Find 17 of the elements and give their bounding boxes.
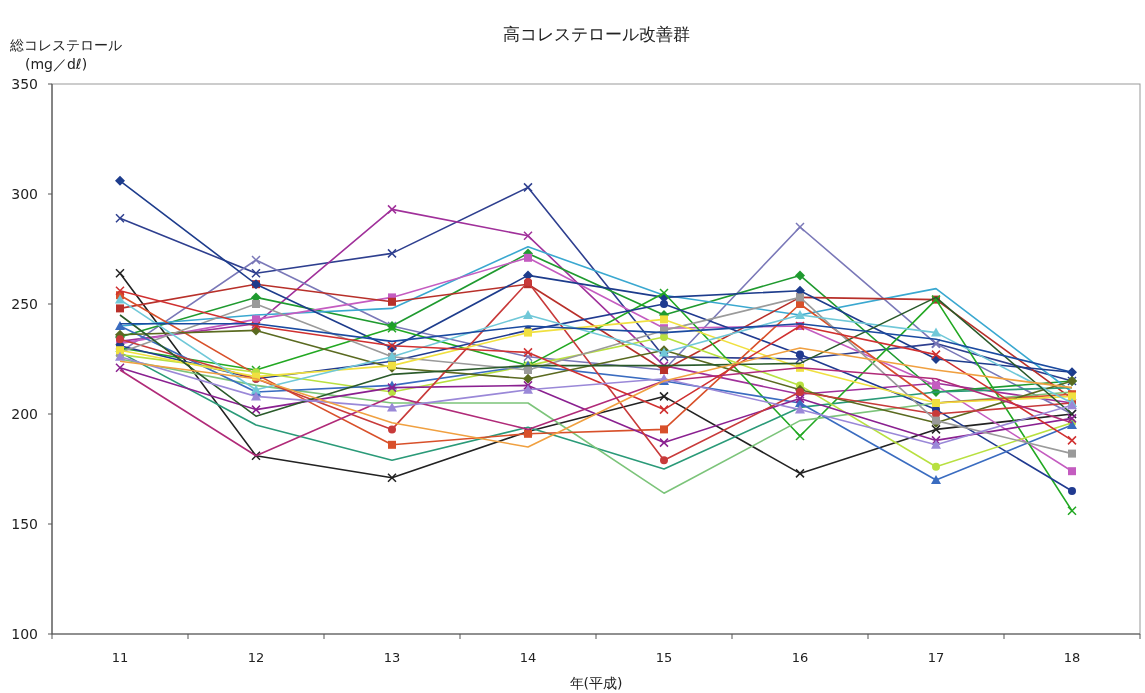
y-tick-label: 250 <box>11 296 38 312</box>
x-tick-label: 16 <box>791 650 809 665</box>
y-axis-title: 総コレステロール (mg／dℓ) <box>9 37 122 72</box>
y-tick-label: 200 <box>11 406 38 422</box>
y-tick-label: 100 <box>11 626 38 642</box>
y-tick-label: 150 <box>11 516 38 532</box>
x-tick-label: 11 <box>111 650 129 665</box>
x-axis-title: 年(平成) <box>569 675 623 691</box>
y-tick-label: 300 <box>11 186 38 202</box>
x-tick-label: 12 <box>247 650 265 665</box>
x-tick-label: 18 <box>1063 650 1081 665</box>
y-tick-label: 350 <box>11 76 38 92</box>
x-tick-label: 15 <box>655 650 673 665</box>
x-tick-label: 13 <box>383 650 401 665</box>
x-tick-label: 14 <box>519 650 537 665</box>
x-tick-label: 17 <box>927 650 945 665</box>
chart-title: 高コレステロール改善群 <box>502 24 690 44</box>
